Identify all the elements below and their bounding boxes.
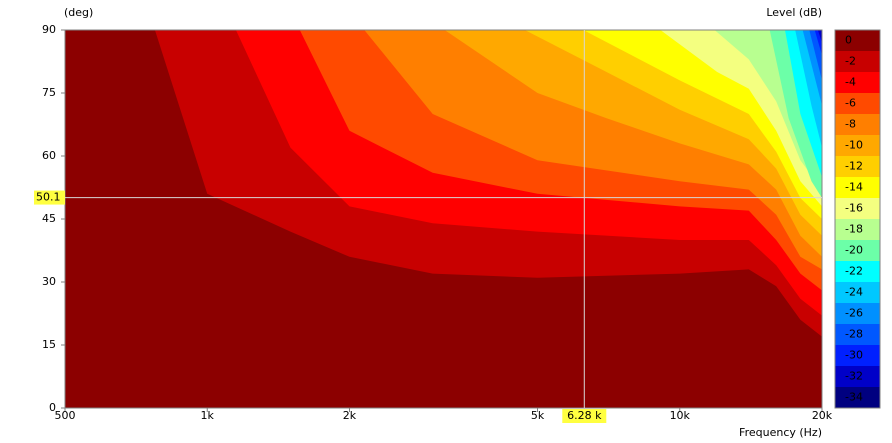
colorbar-label: -30: [845, 349, 863, 362]
y-tick-label: 60: [42, 149, 56, 162]
colorbar-swatch: [835, 135, 880, 156]
colorbar-label: -10: [845, 139, 863, 152]
colorbar-swatch: [835, 282, 880, 303]
colorbar-label: -16: [845, 202, 863, 215]
colorbar-label: -4: [845, 76, 856, 89]
colorbar-swatch: [835, 366, 880, 387]
cursor-x-label: 6.28 k: [567, 409, 602, 422]
x-tick-label: 2k: [343, 409, 357, 422]
x-tick-label: 500: [55, 409, 76, 422]
colorbar-swatch: [835, 345, 880, 366]
y-tick-label: 90: [42, 23, 56, 36]
colorbar-swatch: [835, 72, 880, 93]
contour-band: [817, 30, 822, 43]
colorbar-swatch: [835, 261, 880, 282]
colorbar-swatch: [835, 156, 880, 177]
colorbar-swatch: [835, 93, 880, 114]
y-axis-label: (deg): [64, 6, 93, 19]
y-tick-label: 30: [42, 275, 56, 288]
colorbar-label: -6: [845, 97, 856, 110]
colorbar-label: -18: [845, 223, 863, 236]
y-tick-label: 15: [42, 338, 56, 351]
colorbar-swatch: [835, 30, 880, 51]
x-tick-label: 5k: [531, 409, 545, 422]
colorbar-label: -8: [845, 118, 856, 131]
y-tick-label: 0: [49, 401, 56, 414]
colorbar-label: -28: [845, 328, 863, 341]
colorbar-swatch: [835, 303, 880, 324]
cursor-x-badge: [562, 409, 607, 423]
colorbar-label: -34: [845, 391, 863, 404]
colorbar-label: -24: [845, 286, 863, 299]
colorbar-label: 0: [845, 34, 852, 47]
colorbar-swatch: [835, 387, 880, 408]
colorbar-swatch: [835, 51, 880, 72]
colorbar-label: -32: [845, 370, 863, 383]
colorbar-swatch: [835, 177, 880, 198]
x-tick-label: 10k: [670, 409, 691, 422]
y-tick-label: 75: [42, 86, 56, 99]
x-axis-label: Frequency (Hz): [739, 426, 822, 439]
colorbar-label: -20: [845, 244, 863, 257]
x-tick-label: 20k: [812, 409, 833, 422]
colorbar-label: -22: [845, 265, 863, 278]
colorbar-swatch: [835, 324, 880, 345]
cursor-y-label: 50.1: [36, 191, 61, 204]
colorbar-swatch: [835, 219, 880, 240]
colorbar-label: Level (dB): [766, 6, 822, 19]
colorbar-swatch: [835, 198, 880, 219]
colorbar-frame: [834, 29, 881, 409]
y-tick-label: 45: [42, 212, 56, 225]
colorbar-label: -12: [845, 160, 863, 173]
cursor-y-badge: [34, 190, 65, 205]
colorbar-label: -14: [845, 181, 863, 194]
colorbar-swatch: [835, 114, 880, 135]
colorbar-swatch: [835, 240, 880, 261]
colorbar-label: -2: [845, 55, 856, 68]
colorbar-label: -26: [845, 307, 863, 320]
x-tick-label: 1k: [201, 409, 215, 422]
